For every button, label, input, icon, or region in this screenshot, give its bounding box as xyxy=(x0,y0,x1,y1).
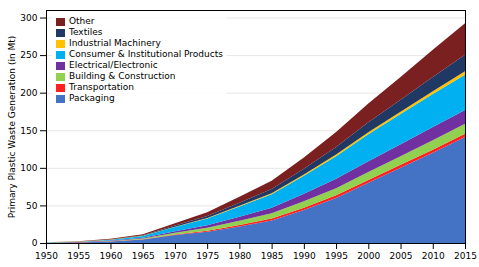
html-text:Textiles: Textiles xyxy=(69,27,103,37)
svg-text:1975: 1975 xyxy=(196,251,219,261)
svg-text:1960: 1960 xyxy=(100,251,123,261)
svg-text:1965: 1965 xyxy=(132,251,155,261)
svg-text:2005: 2005 xyxy=(390,251,413,261)
svg-text:50: 50 xyxy=(26,201,38,211)
html-text:Transportation: Transportation xyxy=(69,82,134,92)
html-text:Building & Construction: Building & Construction xyxy=(69,71,176,81)
svg-text:250: 250 xyxy=(20,50,37,60)
html-text:Other: Other xyxy=(69,16,95,26)
html-text:Industrial Machinery: Industrial Machinery xyxy=(69,38,161,48)
svg-text:100: 100 xyxy=(20,163,37,173)
svg-text:1950: 1950 xyxy=(35,251,58,261)
svg-text:1955: 1955 xyxy=(67,251,90,261)
svg-text:1995: 1995 xyxy=(325,251,348,261)
svg-text:2000: 2000 xyxy=(357,251,380,261)
html-text:Consumer & Institutional Produ: Consumer & Institutional Products xyxy=(69,49,223,59)
svg-text:1980: 1980 xyxy=(228,251,251,261)
svg-text:Primary Plastic Waste Generati: Primary Plastic Waste Generation (in Mt) xyxy=(7,36,17,219)
svg-text:1985: 1985 xyxy=(261,251,284,261)
svg-text:150: 150 xyxy=(20,126,37,136)
svg-text:1970: 1970 xyxy=(164,251,187,261)
html-text:Packaging: Packaging xyxy=(69,93,115,103)
svg-text:1990: 1990 xyxy=(293,251,316,261)
svg-text:0: 0 xyxy=(32,238,38,248)
svg-text:200: 200 xyxy=(20,88,37,98)
html-text:Electrical/Electronic: Electrical/Electronic xyxy=(69,60,158,70)
svg-text:2010: 2010 xyxy=(422,251,445,261)
svg-text:300: 300 xyxy=(20,13,37,23)
svg-text:2015: 2015 xyxy=(454,251,477,261)
